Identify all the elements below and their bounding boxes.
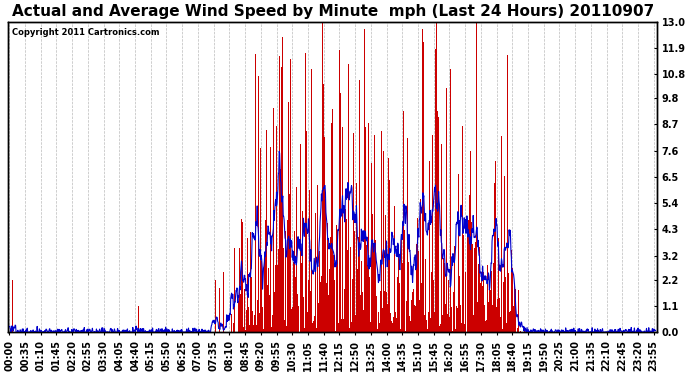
Title: Actual and Average Wind Speed by Minute  mph (Last 24 Hours) 20110907: Actual and Average Wind Speed by Minute …	[12, 4, 653, 19]
Text: Copyright 2011 Cartronics.com: Copyright 2011 Cartronics.com	[12, 28, 159, 37]
